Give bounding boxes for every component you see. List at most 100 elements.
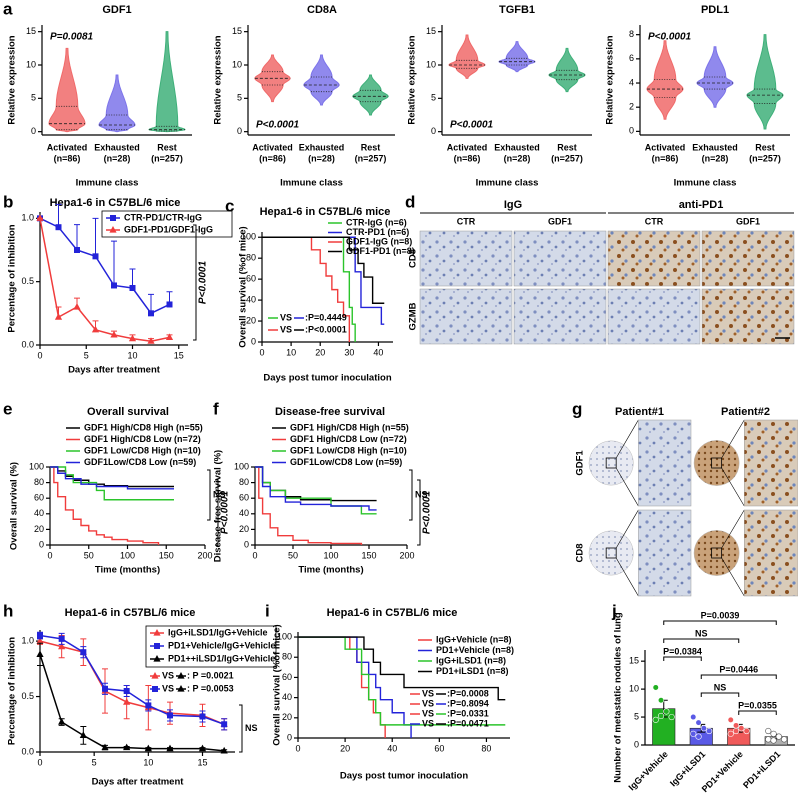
annotation-p: :P=0.8094 (447, 698, 489, 708)
y-tick-label: 0 (287, 732, 292, 742)
legend-label: GDF1 High/CD8 High (n=55) (84, 422, 203, 432)
y-axis-label: Relative expression (605, 35, 616, 124)
survival-curve (50, 466, 174, 488)
comparison-bracket (700, 674, 777, 679)
legend-label: CTR-PD1/CTR-IgG (124, 212, 202, 222)
marker (123, 688, 130, 694)
x-tick-label: 150 (159, 550, 174, 560)
chart-title: PDL1 (701, 4, 729, 16)
marker (58, 642, 66, 650)
marker (151, 672, 159, 679)
ihc-image (701, 230, 795, 287)
chart-title: CD8A (307, 4, 337, 16)
stat-bracket (417, 479, 421, 546)
ihc-zoom (744, 509, 798, 597)
y-tick-label: 80 (282, 652, 292, 662)
marker (109, 226, 117, 233)
legend-label: GDF1-IgG (n=8) (346, 236, 412, 246)
error-bar (111, 240, 117, 286)
marker (92, 253, 99, 260)
annotation: P<0.0001 (648, 32, 692, 43)
y-tick-label: 0 (629, 126, 634, 136)
annotation-label: VS (422, 718, 434, 728)
zoom-lines (721, 419, 745, 507)
comparison-bracket (663, 656, 702, 661)
data-point (743, 727, 750, 735)
marker (123, 743, 131, 751)
x-tick-label: 40 (373, 347, 383, 357)
marker (145, 702, 152, 709)
legend-label: GDF1Low/CD8 Low (n=59) (84, 457, 196, 467)
annotation-label: VS (422, 698, 434, 708)
marker (123, 698, 131, 705)
y-tick-label: 15 (26, 26, 36, 36)
marker (111, 282, 117, 289)
y-tick-label: 10 (629, 683, 639, 693)
y-tick-label: 15 (629, 656, 639, 666)
annotation: P<0.0001 (256, 120, 300, 131)
annotation: P<0.0001 (450, 120, 494, 131)
survival-curve (298, 636, 506, 701)
survival-curve (298, 636, 412, 738)
x-tick-sublabel: (n=28) (104, 153, 131, 163)
y-tick-label: 20 (246, 315, 256, 325)
y-tick-label: 20 (239, 524, 249, 534)
marker (167, 712, 173, 719)
x-tick-label: 10 (143, 757, 153, 767)
marker (58, 718, 66, 725)
y-tick-label: 100 (241, 232, 256, 242)
marker (74, 247, 80, 253)
legend-label: GDF1-PD1 (n=8) (346, 246, 415, 256)
y-tick-label: 5 (237, 93, 242, 103)
y-tick-label: 100 (29, 461, 44, 471)
chart-title: Disease-free survival (275, 406, 385, 418)
survival-curve (262, 236, 385, 304)
x-tick-label: 15 (174, 350, 184, 360)
legend-label: GDF1 High/CD8 Low (n=72) (290, 434, 407, 444)
row-label: CD8 (408, 249, 419, 268)
error-bar (92, 217, 99, 257)
comparison-label: P=0.0384 (663, 646, 702, 656)
y-tick-label: 0.0 (21, 339, 34, 349)
x-tick-label: Exhausted (692, 142, 738, 152)
y-tick-label: 10 (232, 59, 242, 69)
marker (153, 629, 161, 636)
data-point (732, 727, 740, 735)
y-axis-label: Disease-free survival (%) (213, 450, 224, 562)
marker (177, 685, 185, 692)
row-label: GZMB (408, 302, 419, 330)
x-tick-label: 0 (37, 350, 42, 360)
y-axis-label: Relative expression (407, 35, 418, 124)
x-tick-sublabel: (n=86) (259, 153, 286, 163)
comparison-bracket (700, 692, 740, 697)
x-tick-label: Activated (252, 142, 293, 152)
y-tick-label: 1.0 (21, 635, 34, 645)
marker (80, 649, 87, 656)
tissue-core (588, 530, 634, 576)
column-group-label: IgG (504, 199, 522, 211)
comparison-bracket (738, 710, 777, 715)
panel-label: d (405, 192, 415, 211)
marker (199, 713, 206, 720)
x-tick-label: Activated (447, 142, 488, 152)
marker (73, 303, 81, 310)
stat-label: NS (213, 489, 226, 499)
survival-curve (262, 236, 351, 342)
column-group-label: Patient#2 (721, 406, 770, 418)
y-axis-label: Percentage of inhibition (7, 637, 18, 745)
zoom-box (605, 547, 617, 559)
annotation-p: :P=0.0471 (447, 718, 489, 728)
error-bar (129, 268, 136, 288)
x-tick-label: Rest (361, 142, 381, 152)
x-axis-label: Days post tumor inoculation (340, 771, 468, 782)
column-label: GDF1 (548, 216, 572, 226)
panel-label: c (225, 196, 234, 215)
data-point (738, 725, 745, 732)
y-tick-label: 5 (431, 93, 436, 103)
marker (102, 685, 108, 692)
x-tick-label: Activated (645, 142, 686, 152)
ihc-zoom (744, 419, 798, 507)
annotation-label: VS (162, 683, 174, 693)
